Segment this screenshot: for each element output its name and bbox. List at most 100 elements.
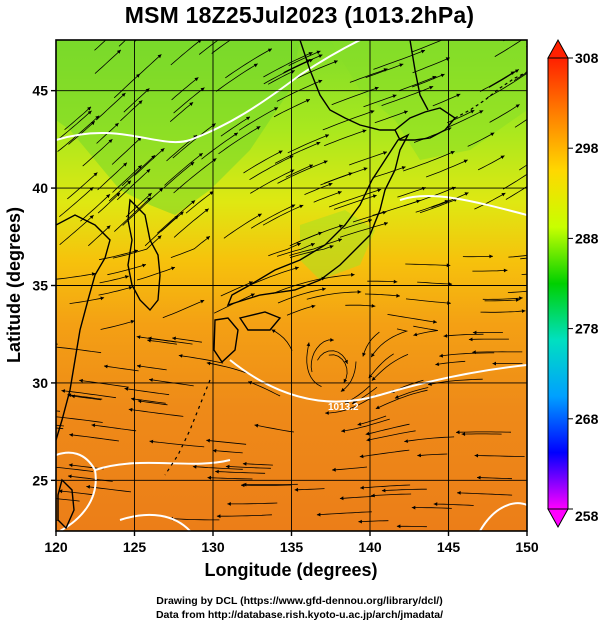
streamline-arrow: [306, 59, 311, 63]
streamline-arrow: [217, 16, 221, 20]
streamline-arrow: [311, 304, 316, 309]
streamline: [341, 418, 390, 432]
streamline: [417, 281, 453, 285]
streamline: [364, 293, 401, 297]
credit-data: Data from http://database.rish.kyoto-u.a…: [155, 609, 444, 621]
streamline: [372, 200, 421, 216]
credit-drawing: Drawing by DCL (https://www.gfd-dennou.o…: [156, 595, 443, 607]
streamline: [134, 148, 165, 176]
streamline-arrow: [157, 54, 162, 59]
streamline: [206, 362, 251, 375]
streamline: [367, 280, 398, 283]
streamline-arrow: [348, 172, 353, 176]
streamline: [192, 466, 243, 470]
streamline-arrow: [28, 340, 32, 344]
streamline-arrow: [514, 69, 519, 73]
streamline: [136, 365, 167, 371]
streamline: [220, 281, 253, 297]
streamline: [505, 185, 527, 200]
streamline: [508, 255, 527, 258]
streamline-arrow: [316, 512, 321, 517]
streamline: [513, 71, 527, 82]
streamline: [411, 507, 452, 509]
streamline: [59, 186, 94, 218]
streamline-arrow: [371, 353, 375, 358]
korea-coastline: [127, 198, 161, 312]
streamline-arrow: [121, 93, 126, 97]
streamline: [274, 141, 321, 164]
streamline-arrow: [333, 60, 338, 64]
streamline-arrow: [149, 378, 153, 382]
streamline-arrow: [200, 87, 205, 92]
japan-green-region: [300, 210, 375, 280]
streamline-arrow: [377, 188, 382, 193]
streamline-arrow: [429, 86, 434, 90]
streamline: [248, 381, 281, 397]
streamline: [365, 63, 404, 78]
streamline: [71, 395, 101, 401]
streamline-arrow: [146, 169, 151, 173]
streamline: [56, 343, 58, 345]
streamline: [267, 70, 295, 85]
streamline-arrow: [123, 162, 127, 167]
streamline: [405, 298, 451, 304]
streamline: [171, 77, 199, 101]
streamline: [443, 333, 484, 337]
streamline-arrow: [68, 463, 73, 468]
streamline-arrow: [325, 411, 329, 415]
streamline-arrow: [338, 238, 342, 242]
streamline-arrow: [383, 151, 387, 155]
streamline-arrow: [209, 191, 214, 195]
streamline-arrow: [254, 423, 259, 428]
streamline: [507, 290, 527, 293]
streamline: [411, 40, 443, 53]
streamline: [178, 355, 224, 364]
streamline-arrow: [69, 433, 73, 437]
x-tick-label: 125: [123, 539, 147, 555]
streamline: [97, 192, 121, 214]
streamline: [172, 337, 202, 343]
streamline-arrow: [215, 469, 219, 474]
streamline: [372, 166, 406, 179]
streamline-arrow: [396, 524, 401, 529]
streamline-arrow: [318, 79, 323, 84]
streamline: [124, 388, 170, 396]
y-tick-label: 25: [32, 472, 48, 488]
streamline-arrow: [515, 104, 520, 108]
isobar-label: 1013.2: [328, 402, 359, 413]
streamline: [88, 225, 111, 247]
streamline: [201, 132, 239, 160]
streamline: [404, 436, 455, 442]
isobar-line: [94, 459, 231, 471]
streamline: [64, 106, 92, 131]
streamline-arrow: [435, 362, 440, 366]
streamline-arrow: [136, 73, 140, 78]
streamline: [250, 169, 295, 194]
y-tick-label: 45: [32, 83, 48, 99]
streamline-arrow: [205, 236, 210, 240]
streamline-arrow: [137, 137, 142, 142]
streamline-arrow: [191, 200, 196, 205]
streamline-arrow: [246, 116, 250, 121]
streamline-arrow: [253, 63, 258, 68]
streamline: [160, 211, 184, 232]
streamline-arrow: [124, 20, 128, 24]
streamline-arrow: [536, 178, 540, 182]
streamline-arrow: [87, 110, 92, 115]
streamline-arrow: [91, 272, 96, 276]
streamline-arrow: [200, 299, 205, 304]
streamline-arrow: [137, 399, 142, 404]
streamline: [128, 408, 184, 417]
streamline-arrow: [242, 461, 247, 466]
streamline-arrow: [370, 110, 375, 114]
streamline: [359, 449, 410, 458]
streamline-arrow: [470, 110, 475, 114]
streamline: [56, 424, 64, 427]
streamline-arrow: [357, 422, 362, 426]
streamline: [304, 183, 333, 195]
streamline-arrow: [448, 282, 453, 286]
streamline: [268, 242, 302, 257]
streamline-arrow: [339, 496, 344, 501]
streamline-arrow: [371, 304, 376, 308]
